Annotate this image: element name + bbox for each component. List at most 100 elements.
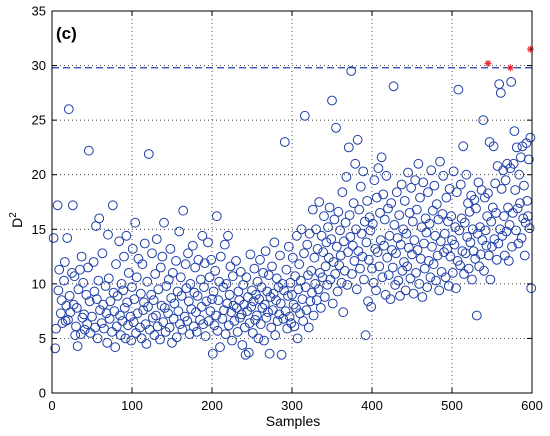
- data-point: [60, 316, 71, 326]
- data-point: [299, 110, 310, 121]
- data-point: [458, 141, 469, 152]
- data-point: [296, 224, 307, 235]
- data-points: [48, 66, 537, 360]
- data-point: [367, 263, 377, 274]
- data-point: [352, 134, 363, 145]
- data-point: [524, 223, 535, 234]
- data-point: [292, 333, 303, 344]
- data-point: [220, 329, 231, 340]
- data-point: [479, 265, 489, 276]
- data-point: [503, 202, 513, 213]
- data-point: [199, 282, 209, 293]
- data-point: [209, 320, 220, 331]
- data-point: [265, 292, 276, 302]
- data-point: [264, 348, 275, 359]
- data-point: [136, 333, 147, 344]
- y-tick-labels: 0 5 10 15 20 25 30 35: [32, 4, 46, 401]
- data-point: [89, 286, 100, 297]
- data-point: [288, 299, 299, 310]
- data-point: [147, 312, 158, 323]
- data-point: [278, 313, 289, 324]
- data-point: [326, 234, 337, 245]
- data-point: [93, 275, 104, 286]
- data-point: [488, 141, 499, 152]
- data-point: [159, 217, 169, 228]
- data-point: [221, 279, 232, 289]
- data-point: [396, 179, 407, 190]
- data-point: [224, 289, 235, 300]
- data-point: [258, 268, 269, 278]
- data-point: [143, 301, 153, 312]
- data-point: [78, 277, 89, 288]
- data-point: [302, 239, 313, 250]
- data-point: [427, 241, 437, 252]
- data-point: [137, 259, 148, 270]
- axis-ticks: [51, 10, 533, 394]
- data-point: [287, 252, 298, 263]
- data-point: [451, 187, 462, 198]
- data-point: [415, 192, 425, 203]
- data-point: [354, 204, 365, 215]
- data-point: [355, 263, 365, 274]
- x-tick-label: 200: [201, 398, 223, 413]
- data-point: [289, 321, 300, 332]
- data-point: [240, 349, 251, 360]
- data-point: [405, 273, 416, 284]
- data-point: [401, 228, 412, 239]
- data-point: [435, 156, 445, 167]
- data-point: [236, 309, 247, 320]
- data-point: [506, 77, 517, 87]
- data-point: [406, 182, 417, 193]
- data-point: [440, 272, 451, 283]
- data-point: [163, 308, 173, 319]
- data-point: [255, 319, 266, 330]
- data-point: [225, 261, 236, 272]
- data-point: [461, 169, 472, 180]
- data-point: [408, 288, 419, 299]
- data-point: [321, 237, 332, 248]
- outlier-stroke: [485, 60, 491, 67]
- data-point: [332, 286, 343, 297]
- data-point: [385, 294, 396, 305]
- data-point: [399, 196, 410, 206]
- data-point: [88, 257, 99, 267]
- y-tick-label: 15: [32, 222, 46, 237]
- data-point: [389, 220, 400, 230]
- y-tick-label: 30: [32, 58, 46, 73]
- data-point: [193, 254, 204, 265]
- x-tick-label: 300: [281, 398, 303, 413]
- data-point: [171, 256, 181, 266]
- data-point: [330, 269, 341, 279]
- data-point: [369, 175, 380, 186]
- data-point: [360, 330, 371, 341]
- data-point: [441, 192, 452, 203]
- data-point: [459, 269, 469, 279]
- data-point: [95, 305, 105, 316]
- data-point: [151, 310, 161, 321]
- data-point: [430, 230, 441, 241]
- data-point: [231, 256, 241, 266]
- data-point: [475, 222, 485, 233]
- data-point: [63, 315, 73, 325]
- data-point: [379, 214, 390, 225]
- data-point: [425, 272, 436, 283]
- data-point: [175, 272, 186, 283]
- data-point: [335, 225, 345, 236]
- y-tick-label: 25: [32, 113, 46, 128]
- data-point: [150, 269, 161, 279]
- data-point: [318, 247, 329, 258]
- data-point: [327, 95, 337, 106]
- data-point: [347, 269, 357, 279]
- data-point: [271, 295, 281, 306]
- x-tick-label: 600: [521, 398, 543, 413]
- data-point: [266, 322, 277, 333]
- data-point: [186, 304, 197, 314]
- data-point: [142, 276, 153, 287]
- data-point: [126, 335, 137, 346]
- data-point: [85, 328, 96, 338]
- data-point: [119, 303, 130, 313]
- data-point: [365, 225, 376, 236]
- data-point: [500, 175, 511, 186]
- data-point: [251, 310, 262, 321]
- data-point: [417, 292, 428, 302]
